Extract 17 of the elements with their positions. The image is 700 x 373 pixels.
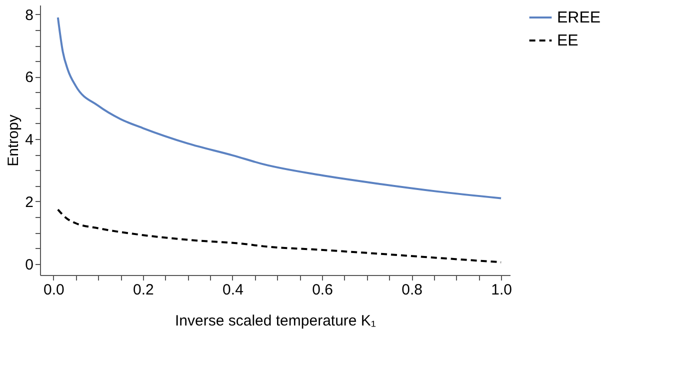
x-tick-label: 0.8 xyxy=(402,282,422,298)
y-tick-label: 6 xyxy=(25,69,34,86)
legend-label: EE xyxy=(557,32,578,50)
x-tick-label: 0.4 xyxy=(222,282,244,298)
x-tick-label: 1.0 xyxy=(491,282,512,298)
legend-label: EREE xyxy=(557,10,601,26)
x-tick-label: 0.2 xyxy=(133,282,154,298)
line-series xyxy=(56,208,502,264)
y-tick-label: 0 xyxy=(25,256,34,274)
y-axis-title: Entropy xyxy=(5,114,22,166)
y-tick-label: 2 xyxy=(25,194,34,211)
y-tick-label: 8 xyxy=(25,6,34,24)
line-series xyxy=(56,16,502,200)
x-axis-title: Inverse scaled temperature K₁ xyxy=(175,312,376,330)
x-tick-label: 0.6 xyxy=(312,282,333,298)
x-tick-label: 0.0 xyxy=(44,282,64,298)
y-tick-label: 4 xyxy=(25,132,34,149)
